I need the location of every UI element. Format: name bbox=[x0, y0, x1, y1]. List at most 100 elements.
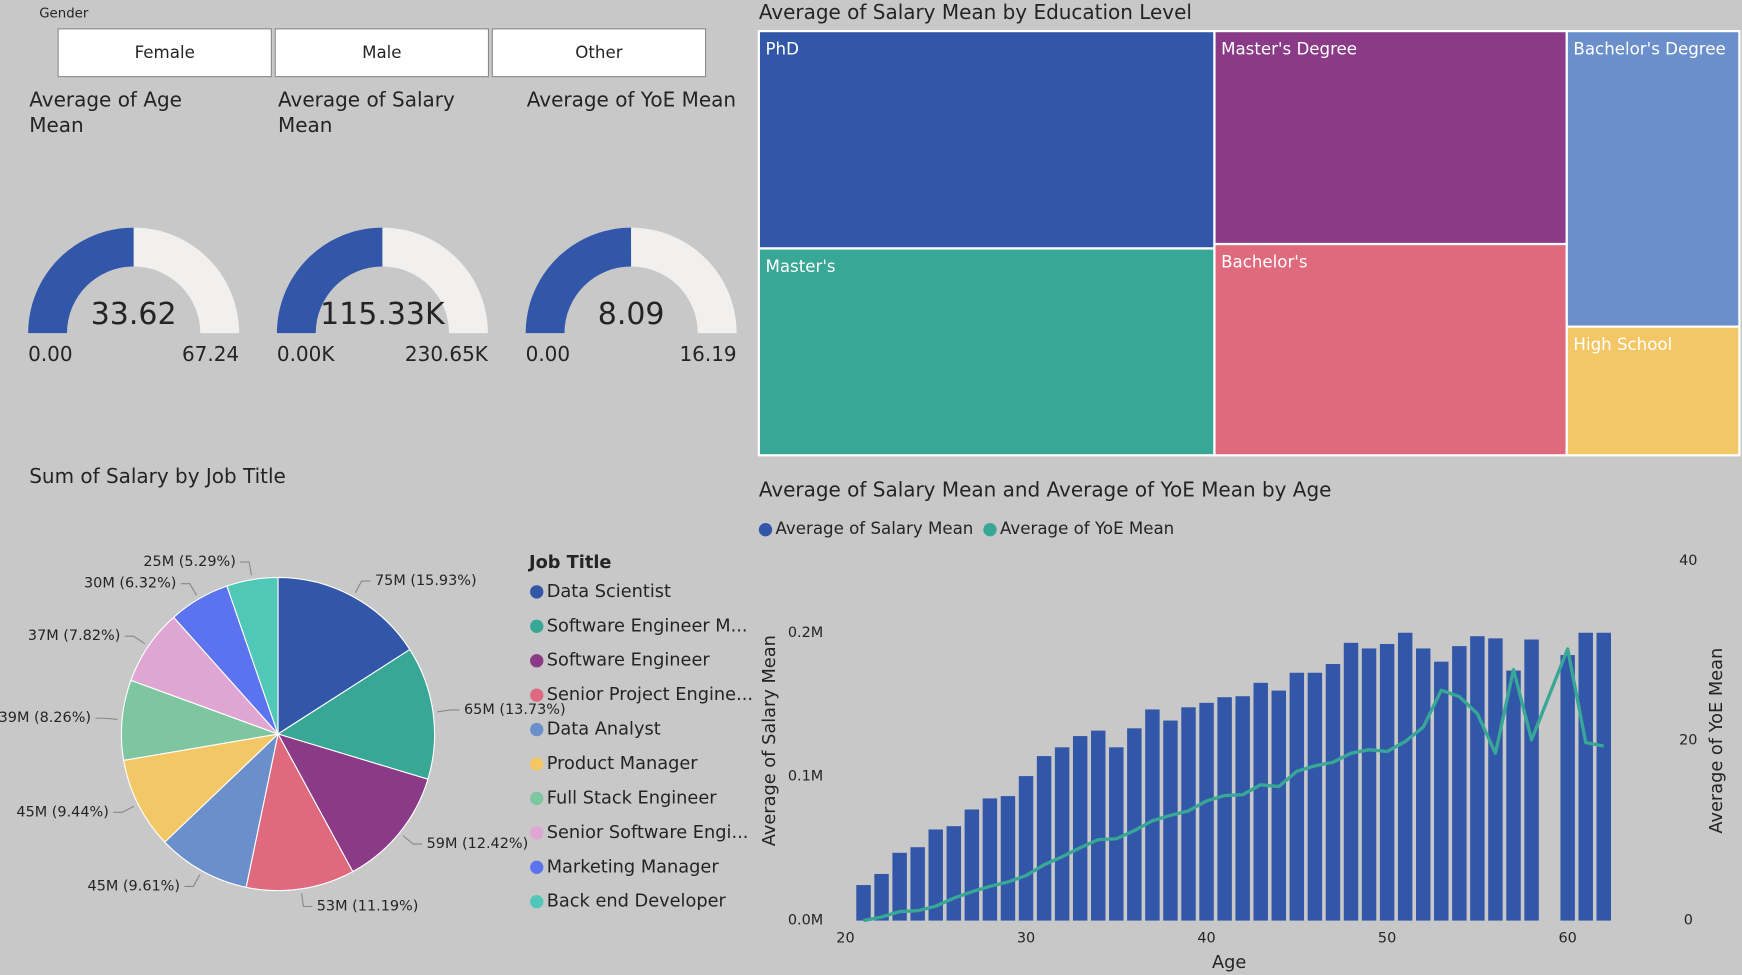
slicer-option[interactable]: Other bbox=[491, 28, 707, 78]
treemap-tile[interactable] bbox=[757, 29, 1216, 250]
bar[interactable] bbox=[964, 809, 980, 921]
data-label: 53M (11.19%) bbox=[317, 899, 419, 915]
treemap-tile[interactable] bbox=[1565, 325, 1741, 457]
legend-marker bbox=[530, 654, 544, 668]
data-label: 25M (5.29%) bbox=[143, 554, 235, 570]
bar[interactable] bbox=[856, 885, 871, 921]
gauge-title-box: Average of YoE Mean bbox=[526, 88, 737, 113]
legend-marker bbox=[530, 791, 544, 806]
legend-label[interactable]: Average of Salary Mean bbox=[775, 519, 973, 538]
gauge-title: Average of YoE Mean bbox=[526, 88, 737, 113]
bar[interactable] bbox=[1271, 690, 1287, 921]
bar[interactable] bbox=[1415, 648, 1431, 921]
x-axis-title: Age bbox=[1212, 953, 1246, 973]
bar[interactable] bbox=[1018, 776, 1034, 921]
legend-label[interactable]: Data Analyst bbox=[547, 720, 661, 740]
leader-line bbox=[124, 635, 146, 645]
bar[interactable] bbox=[1325, 663, 1341, 921]
legend-marker bbox=[530, 860, 544, 874]
treemap-tile[interactable] bbox=[757, 247, 1216, 457]
y-axis-title: Average of Salary Mean bbox=[760, 635, 780, 846]
legend-label[interactable]: Senior Software Engi... bbox=[547, 823, 749, 843]
bar[interactable] bbox=[1109, 747, 1124, 921]
bar[interactable] bbox=[874, 873, 889, 921]
treemap-label: Bachelor's Degree bbox=[1573, 39, 1725, 58]
bar[interactable] bbox=[1343, 642, 1359, 921]
treemap-tile[interactable] bbox=[1565, 29, 1741, 328]
bar[interactable] bbox=[1253, 682, 1268, 921]
bar[interactable] bbox=[1488, 638, 1503, 921]
pie-slice[interactable] bbox=[245, 732, 354, 892]
bar[interactable] bbox=[1361, 648, 1377, 921]
treemap-tile[interactable] bbox=[1213, 29, 1568, 246]
bar[interactable] bbox=[1000, 796, 1016, 921]
slicer-button[interactable] bbox=[274, 28, 489, 78]
slicer-option-label[interactable]: Male bbox=[362, 43, 401, 62]
bar[interactable] bbox=[1217, 697, 1232, 921]
bar[interactable] bbox=[1145, 709, 1160, 921]
bar[interactable] bbox=[1036, 756, 1052, 921]
legend-label[interactable]: Back end Developer bbox=[547, 892, 727, 912]
bar[interactable] bbox=[1470, 636, 1485, 921]
pie-slice[interactable] bbox=[123, 733, 280, 843]
pie-slice[interactable] bbox=[226, 576, 279, 735]
leader-line bbox=[95, 717, 118, 721]
y2-tick-label: 40 bbox=[1679, 553, 1697, 569]
legend-marker bbox=[983, 523, 997, 537]
bar[interactable] bbox=[1379, 643, 1395, 921]
slicer-option-label[interactable]: Female bbox=[135, 43, 195, 62]
bar[interactable] bbox=[1181, 707, 1196, 921]
bar[interactable] bbox=[1560, 655, 1575, 921]
bar[interactable] bbox=[1072, 736, 1088, 921]
bar[interactable] bbox=[1307, 672, 1323, 921]
bar[interactable] bbox=[910, 847, 925, 921]
pie-slice[interactable] bbox=[276, 733, 429, 873]
bar[interactable] bbox=[892, 852, 907, 921]
gauge-max-label: 16.19 bbox=[679, 342, 736, 366]
bar[interactable] bbox=[946, 826, 962, 921]
bar[interactable] bbox=[1127, 728, 1142, 921]
legend-label[interactable]: Senior Project Engine... bbox=[547, 685, 753, 705]
bar[interactable] bbox=[1199, 702, 1214, 921]
x-tick-label: 30 bbox=[1017, 930, 1035, 946]
bar[interactable] bbox=[1596, 632, 1611, 921]
bar[interactable] bbox=[1397, 632, 1413, 921]
pie-slice[interactable] bbox=[163, 732, 279, 888]
pie-slice[interactable] bbox=[277, 576, 411, 736]
slicer-button[interactable] bbox=[491, 28, 707, 78]
slicer-option[interactable]: Female bbox=[57, 28, 272, 78]
chart-title: Average of Salary Mean by Education Leve… bbox=[759, 0, 1192, 24]
bar[interactable] bbox=[1054, 747, 1070, 921]
legend-label[interactable]: Software Engineer bbox=[547, 651, 711, 671]
leader-line bbox=[402, 835, 423, 845]
legend-label[interactable]: Product Manager bbox=[547, 754, 699, 774]
legend-label[interactable]: Average of YoE Mean bbox=[1000, 519, 1174, 538]
leader-line bbox=[180, 583, 197, 596]
leader-line bbox=[300, 893, 313, 908]
legend-marker bbox=[530, 757, 544, 771]
treemap-tile[interactable] bbox=[1213, 242, 1568, 457]
legend-label[interactable]: Marketing Manager bbox=[547, 857, 720, 877]
bar[interactable] bbox=[1163, 720, 1178, 921]
legend-label[interactable]: Data Scientist bbox=[547, 582, 671, 602]
legend-marker bbox=[758, 523, 773, 537]
bar[interactable] bbox=[928, 829, 943, 921]
pie-slice[interactable] bbox=[276, 648, 436, 780]
legend-label[interactable]: Software Engineer M... bbox=[547, 616, 748, 636]
gauge-title-box: Average of Age Mean bbox=[29, 89, 182, 138]
gauge-value-arc bbox=[525, 227, 632, 334]
bar[interactable] bbox=[1452, 646, 1467, 921]
bar[interactable] bbox=[1578, 632, 1593, 921]
bar[interactable] bbox=[1524, 639, 1539, 921]
bar[interactable] bbox=[1091, 730, 1106, 921]
bar[interactable] bbox=[1235, 696, 1250, 921]
bar[interactable] bbox=[1289, 672, 1305, 921]
legend-label[interactable]: Full Stack Engineer bbox=[547, 788, 718, 808]
slicer-option[interactable]: Male bbox=[274, 28, 489, 78]
slicer-option-label[interactable]: Other bbox=[575, 43, 622, 62]
bar[interactable] bbox=[1434, 661, 1449, 921]
slicer-button[interactable] bbox=[57, 28, 272, 78]
gauge-value-label: 8.09 bbox=[598, 297, 665, 332]
bar[interactable] bbox=[1506, 670, 1521, 921]
bar[interactable] bbox=[982, 798, 998, 921]
